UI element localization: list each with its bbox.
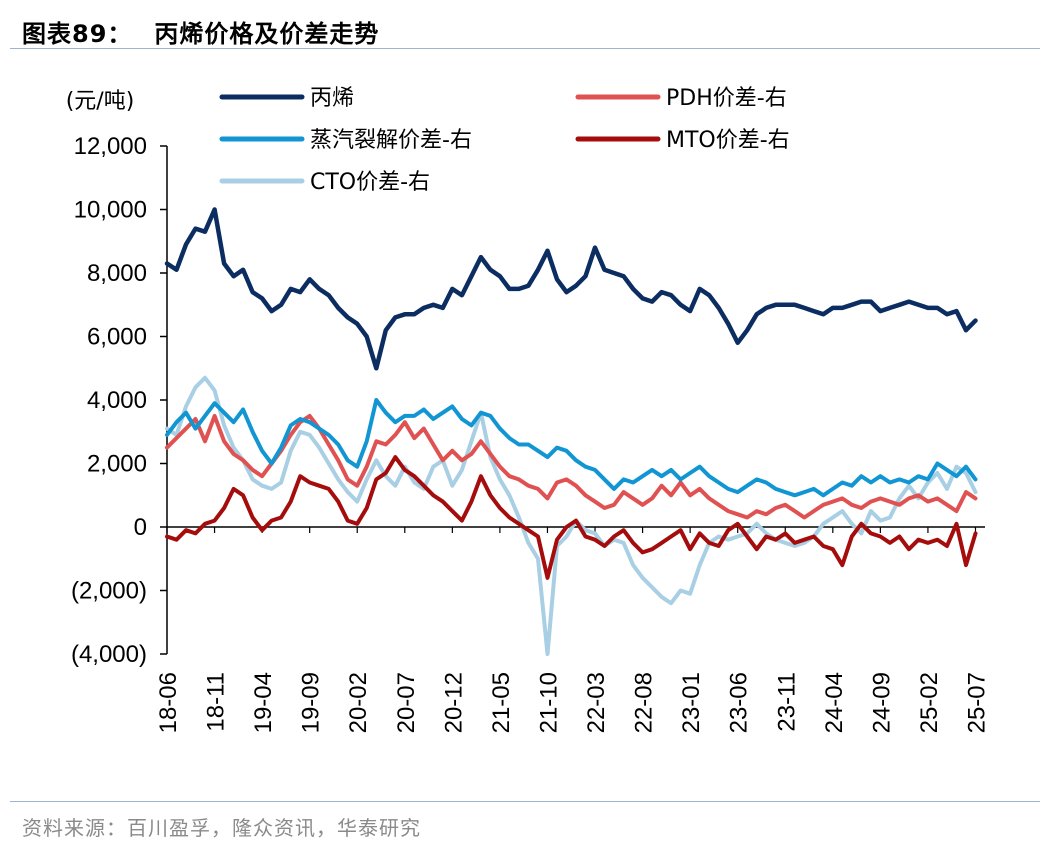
x-tick-label: 21-10 bbox=[535, 672, 562, 733]
figure-title: 图表89： 丙烯价格及价差走势 bbox=[22, 14, 379, 49]
y-tick-label: 2,000 bbox=[87, 451, 147, 478]
x-tick-label: 23-11 bbox=[773, 672, 800, 732]
y-tick-label: 10,000 bbox=[74, 197, 147, 224]
x-tick-label: 21-05 bbox=[488, 672, 515, 733]
series-line bbox=[165, 398, 978, 498]
series-line bbox=[165, 455, 978, 580]
x-tick-label: 22-08 bbox=[631, 672, 658, 733]
x-tick-label: 22-03 bbox=[583, 672, 610, 733]
x-tick-label: 18-11 bbox=[203, 672, 230, 732]
x-tick-label: 20-02 bbox=[345, 672, 372, 733]
x-tick-label: 25-02 bbox=[916, 672, 943, 733]
series-line bbox=[164, 207, 978, 371]
source-note: 资料来源：百川盈孚，隆众资讯，华泰研究 bbox=[22, 816, 421, 840]
figure-number: 图表89： bbox=[22, 20, 133, 48]
x-tick-label: 23-01 bbox=[678, 672, 705, 733]
y-axis-unit: (元/吨) bbox=[66, 89, 135, 114]
x-tick-label: 20-12 bbox=[440, 672, 467, 733]
legend-label: PDH价差-右 bbox=[666, 86, 787, 111]
x-tick-label: 19-04 bbox=[250, 672, 277, 733]
title-divider bbox=[10, 48, 1040, 49]
figure-title-text: 丙烯价格及价差走势 bbox=[154, 20, 380, 48]
legend-label: CTO价差-右 bbox=[310, 170, 430, 195]
x-tick-label: 23-06 bbox=[726, 672, 753, 733]
y-tick-label: (2,000) bbox=[71, 578, 147, 605]
x-tick-label: 24-04 bbox=[821, 672, 848, 733]
y-tick-label: 8,000 bbox=[87, 260, 147, 287]
x-tick-label: 24-09 bbox=[868, 672, 895, 733]
legend-label: 丙烯 bbox=[310, 86, 354, 111]
y-tick-label: 0 bbox=[134, 514, 147, 541]
y-tick-label: 12,000 bbox=[74, 133, 147, 160]
y-tick-label: (4,000) bbox=[71, 641, 147, 668]
y-tick-label: 6,000 bbox=[87, 324, 147, 351]
x-tick-label: 18-06 bbox=[155, 672, 182, 733]
series-line bbox=[165, 375, 978, 656]
legend-label: 蒸汽裂解价差-右 bbox=[310, 128, 472, 153]
y-tick-label: 4,000 bbox=[87, 387, 147, 414]
legend-label: MTO价差-右 bbox=[666, 128, 790, 153]
x-tick-label: 19-09 bbox=[298, 672, 325, 733]
x-tick-label: 25-07 bbox=[963, 672, 990, 733]
x-tick-label: 20-07 bbox=[393, 672, 420, 733]
footer-divider bbox=[10, 801, 1040, 802]
